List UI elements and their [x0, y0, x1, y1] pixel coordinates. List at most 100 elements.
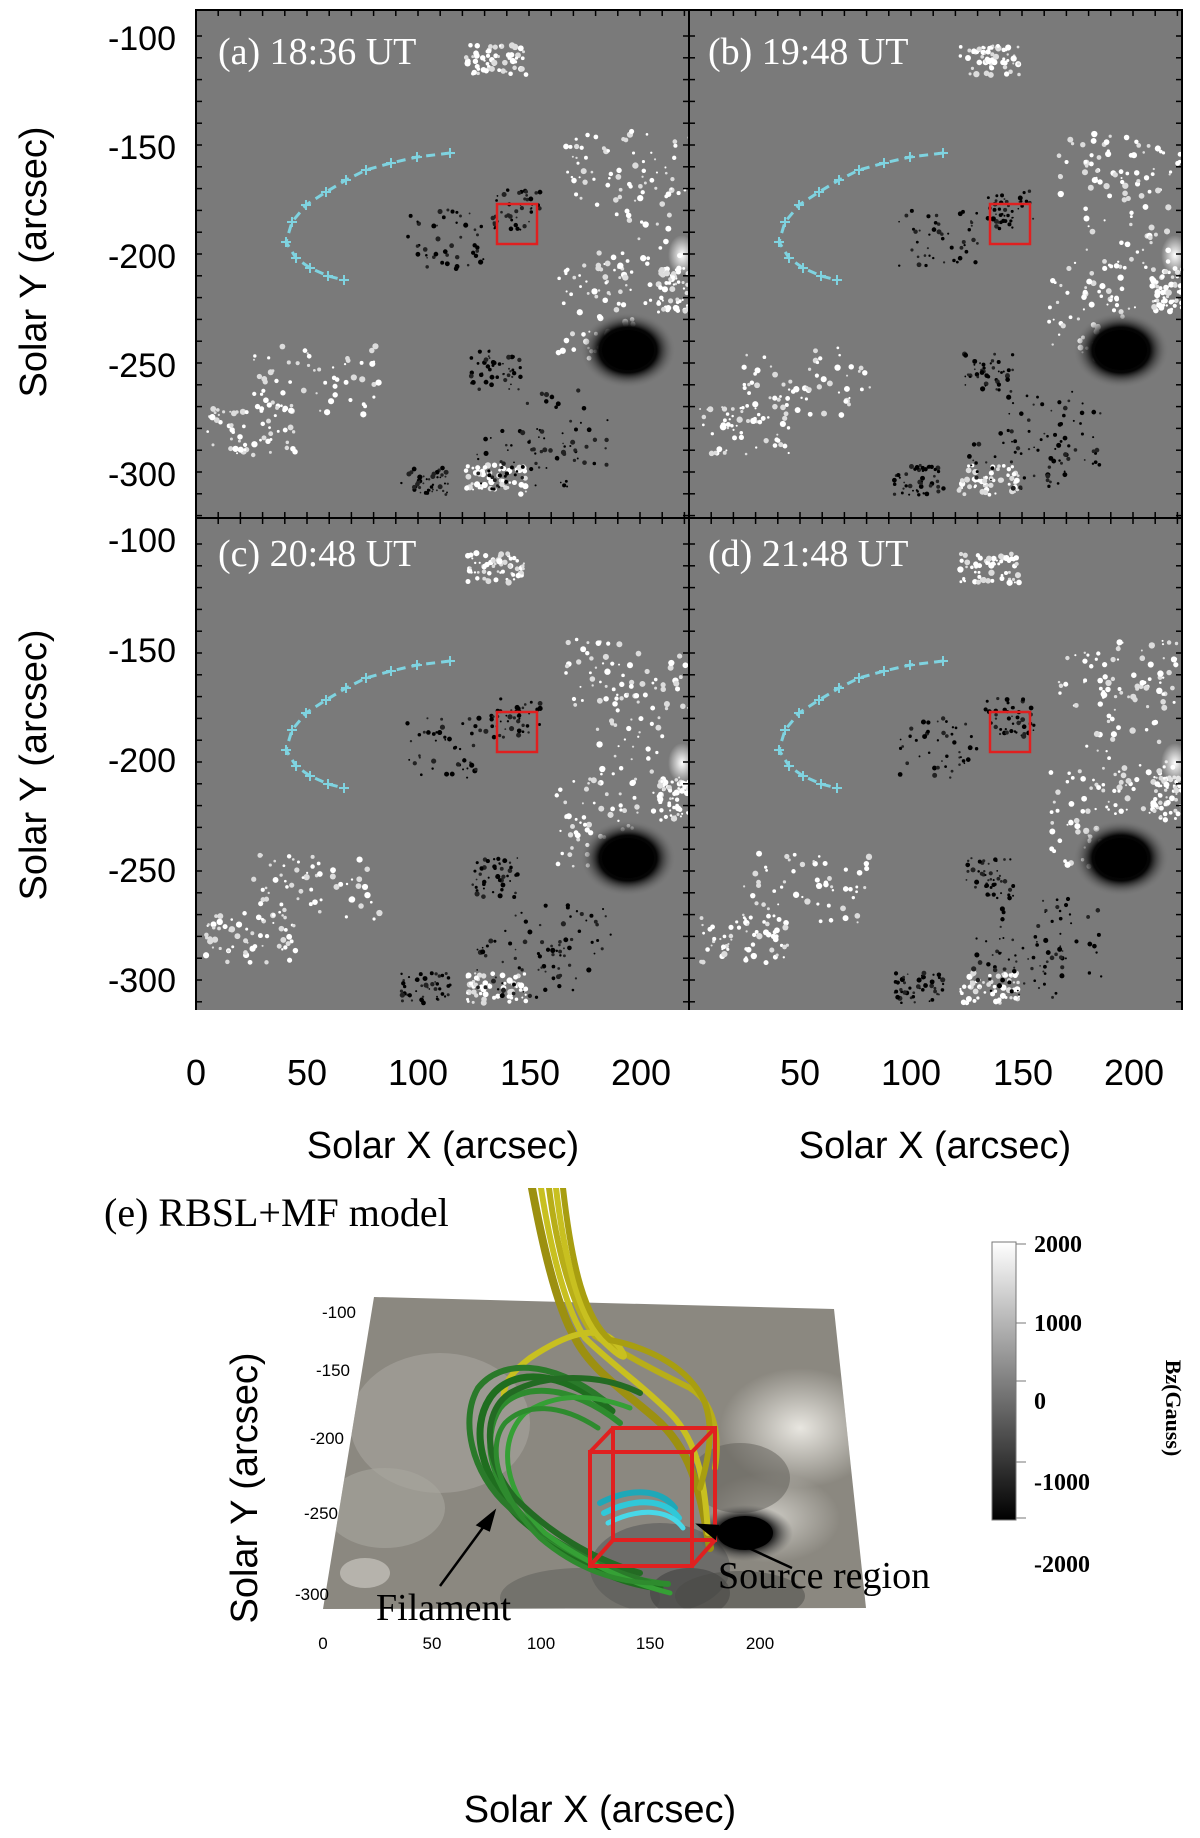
panel-a: [195, 9, 696, 519]
trace-marker: [814, 187, 824, 197]
colorbar-tick: 2000: [1034, 1232, 1082, 1258]
y-tick-label: -100: [108, 20, 176, 58]
magnetic-flux-patches: [206, 42, 692, 497]
x-tick-label: 150: [993, 1052, 1053, 1093]
magnetogram-background: [689, 518, 1182, 1010]
trace-marker: [832, 783, 842, 793]
trace-marker: [323, 779, 333, 789]
model-figure: (e) RBSL+MF model -100 -150 -200 -250 -3…: [104, 1188, 1186, 1831]
magnetogram-background: [689, 10, 1182, 518]
trace-marker: [412, 152, 422, 162]
trace-marker: [794, 200, 804, 210]
trace-marker: [321, 695, 331, 705]
trace-marker: [816, 271, 826, 281]
x-tick-label: 100: [388, 1052, 448, 1093]
trace-marker: [938, 656, 948, 666]
y-tick-label: -300: [108, 962, 176, 1000]
panel-b: [688, 9, 1189, 519]
trace-marker: [816, 779, 826, 789]
trace-marker: [341, 683, 351, 693]
axis-ticks: [688, 518, 1182, 1003]
colorbar-tick: -2000: [1034, 1552, 1090, 1578]
magnetic-flux-patches: [202, 550, 691, 1006]
trace-marker: [287, 217, 297, 227]
y-tick-labels-top: -100 -150 -200 -250 -300: [108, 20, 176, 494]
trace-marker: [780, 217, 790, 227]
y-tick-label: -150: [108, 632, 176, 670]
trace-marker: [774, 237, 784, 247]
trace-marker: [386, 666, 396, 676]
trace-marker: [780, 725, 790, 735]
trace-marker: [339, 275, 349, 285]
trace-marker: [774, 745, 784, 755]
trace-marker: [445, 656, 455, 666]
colorbar: 2000 1000 0 -1000 -2000 Bz(Gauss): [991, 1232, 1186, 1578]
trace-marker: [281, 745, 291, 755]
y-tick-label: -250: [108, 347, 176, 385]
trace-marker: [854, 165, 864, 175]
y-axis-title-top: Solar Y (arcsec): [13, 126, 55, 397]
trace-marker: [905, 660, 915, 670]
colorbar-tick: 0: [1034, 1389, 1046, 1415]
y-tick-labels-bottom: -100 -150 -200 -250 -300: [108, 522, 176, 1000]
y-tick-label: -150: [108, 129, 176, 167]
source-region-box: [988, 710, 1032, 754]
panel-a-label: (a) 18:36 UT: [218, 31, 416, 73]
trace-marker: [854, 673, 864, 683]
trace-marker: [386, 158, 396, 168]
y-tick-label: -300: [108, 456, 176, 494]
model-y-tick: -150: [316, 1361, 350, 1380]
trace-marker: [798, 263, 808, 273]
panel-c: [195, 517, 696, 1010]
y-tick-label: -100: [108, 522, 176, 560]
filament-annotation: Filament: [376, 1587, 512, 1629]
x-tick-label: 50: [287, 1052, 327, 1093]
magnetogram-x-axis: 0 50 100 150 200 50 100 150 200 Solar X …: [186, 1052, 1164, 1167]
x-axis-title-left: Solar X (arcsec): [307, 1125, 579, 1167]
model-x-tick: 50: [423, 1634, 442, 1653]
trace-marker: [784, 253, 794, 263]
model-x-axis-title: Solar X (arcsec): [464, 1789, 736, 1831]
trace-marker: [287, 725, 297, 735]
model-y-tick: -100: [322, 1303, 356, 1322]
x-tick-label: 150: [500, 1052, 560, 1093]
trace-marker: [445, 148, 455, 158]
model-y-tick: -250: [304, 1504, 338, 1523]
x-tick-label: 200: [611, 1052, 671, 1093]
model-panel-label: (e) RBSL+MF model: [104, 1190, 449, 1235]
x-tick-label: 0: [186, 1052, 206, 1093]
x-tick-label: 50: [780, 1052, 820, 1093]
trace-marker: [339, 783, 349, 793]
magnetogram-figure: (a) 18:36 UT (b) 19:48 UT (c) 20:48 UT (…: [13, 9, 1189, 1010]
annotation-arrows: [438, 1508, 793, 1587]
trace-marker: [361, 673, 371, 683]
y-tick-label: -200: [108, 742, 176, 780]
model-x-tick: 200: [746, 1634, 774, 1653]
trace-marker: [879, 158, 889, 168]
panel-c-label: (c) 20:48 UT: [218, 533, 416, 575]
trace-marker: [879, 666, 889, 676]
trace-marker: [814, 695, 824, 705]
trace-marker: [361, 165, 371, 175]
trace-marker: [321, 187, 331, 197]
x-tick-label: 200: [1104, 1052, 1164, 1093]
source-region-box: [495, 710, 539, 754]
trace-marker: [291, 761, 301, 771]
source-region-box: [588, 1426, 717, 1568]
trace-marker: [834, 683, 844, 693]
trace-marker: [301, 708, 311, 718]
panel-frame: [688, 517, 1183, 1010]
trace-marker: [305, 263, 315, 273]
x-tick-label: 100: [881, 1052, 941, 1093]
trace-marker: [938, 148, 948, 158]
trace-marker: [291, 253, 301, 263]
trace-marker: [341, 175, 351, 185]
colorbar-tick: 1000: [1034, 1311, 1082, 1337]
model-x-tick: 100: [527, 1634, 555, 1653]
trace-marker: [305, 771, 315, 781]
panel-d-label: (d) 21:48 UT: [708, 533, 909, 575]
y-tick-label: -200: [108, 238, 176, 276]
model-y-tick: -300: [295, 1585, 329, 1604]
trace-marker: [784, 761, 794, 771]
source-region-box: [495, 202, 539, 246]
